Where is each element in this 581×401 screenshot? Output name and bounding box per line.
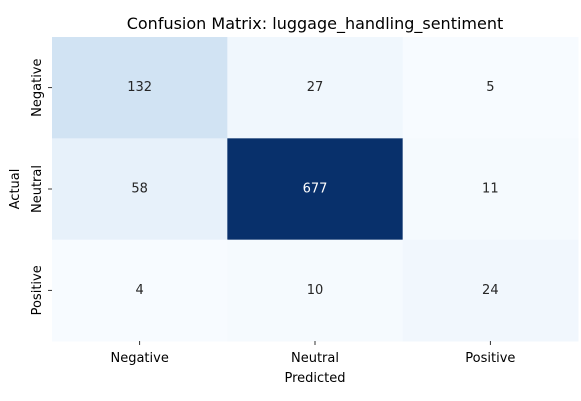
x-tick-label: Positive [465, 351, 515, 366]
heatmap-cell [402, 138, 579, 241]
heatmap-cell [402, 37, 579, 139]
cell-value-label: 10 [307, 283, 324, 298]
y-tick-label: Negative [30, 58, 45, 116]
heatmap-cell [227, 37, 404, 139]
y-axis-ticks: Negative Neutral Positive [30, 58, 52, 315]
cell-value-label: 677 [303, 182, 328, 197]
heatmap-cell [52, 138, 228, 241]
x-tick-label: Negative [110, 351, 168, 366]
heatmap-cell [227, 239, 404, 342]
chart-title: Confusion Matrix: luggage_handling_senti… [127, 14, 504, 34]
cell-annotations: 132 27 5 58 677 11 4 10 24 [127, 80, 498, 298]
heatmap-cell [402, 239, 579, 342]
x-axis-label: Predicted [284, 371, 345, 386]
cell-value-label: 11 [482, 182, 499, 197]
x-tick-label: Neutral [291, 351, 339, 366]
cell-value-label: 132 [127, 80, 152, 95]
y-tick-label: Positive [30, 265, 45, 315]
x-axis-ticks: Negative Neutral Positive [110, 341, 515, 366]
cell-value-label: 5 [486, 80, 494, 95]
heatmap-cells [52, 37, 579, 342]
cell-value-label: 24 [482, 283, 499, 298]
heatmap-cell [52, 239, 228, 342]
y-axis-label: Actual [8, 169, 23, 210]
cell-value-label: 27 [307, 80, 324, 95]
heatmap-cell [227, 138, 404, 241]
heatmap-cell [52, 37, 228, 139]
cell-value-label: 4 [136, 283, 144, 298]
cell-value-label: 58 [131, 182, 148, 197]
y-tick-label: Neutral [30, 165, 45, 213]
